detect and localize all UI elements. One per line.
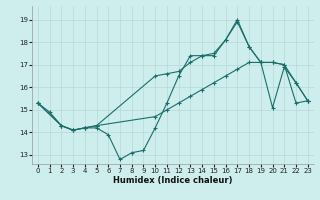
X-axis label: Humidex (Indice chaleur): Humidex (Indice chaleur)	[113, 176, 233, 185]
